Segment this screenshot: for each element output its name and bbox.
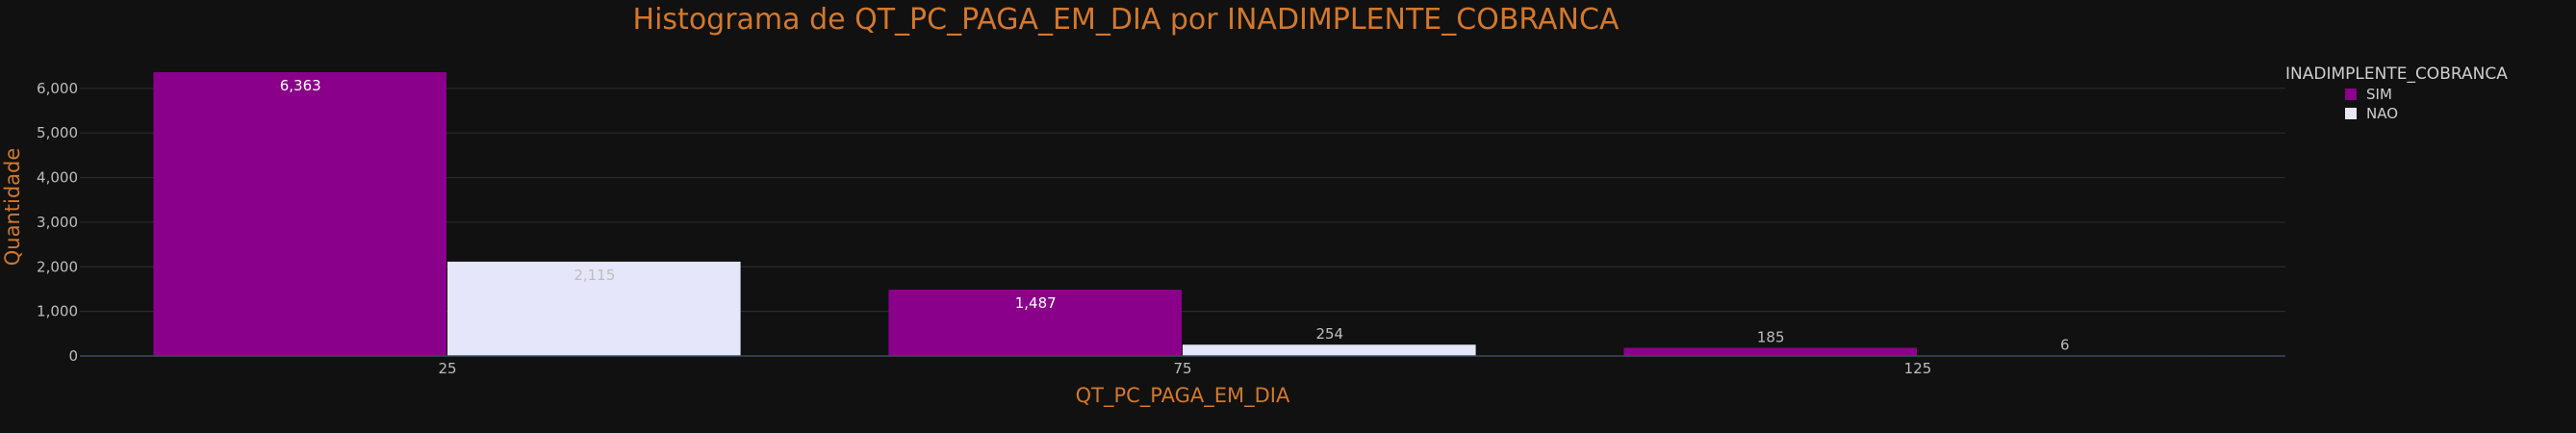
y-axis-title: Quantidade [1, 148, 24, 267]
legend-label-nao[interactable]: NAO [2366, 105, 2398, 122]
data-label: 2,115 [574, 267, 615, 284]
legend-swatch-sim[interactable] [2345, 89, 2357, 100]
data-label: 6,363 [280, 77, 321, 94]
bar-sim-25 [153, 72, 446, 356]
legend-items: SIM NAO [2345, 86, 2398, 122]
y-tick-label: 5,000 [37, 124, 78, 141]
x-tick-label: 25 [438, 360, 456, 377]
legend-label-sim[interactable]: SIM [2366, 86, 2392, 103]
y-tick-label: 1,000 [37, 303, 78, 320]
x-tick-label: 125 [1904, 360, 1932, 377]
data-label: 254 [1315, 325, 1343, 343]
bar-nao-75 [1183, 344, 1476, 356]
y-tick-label: 4,000 [37, 169, 78, 187]
data-label: 6 [2060, 337, 2070, 354]
bars [153, 72, 2211, 357]
data-label: 185 [1757, 328, 1785, 345]
legend-swatch-nao[interactable] [2345, 108, 2357, 119]
y-tick-label: 0 [68, 347, 78, 365]
legend-title: INADIMPLENTE_COBRANCA [2285, 64, 2508, 84]
y-tick-label: 6,000 [37, 80, 78, 97]
bar-nao-25 [447, 261, 741, 356]
x-axis-ticks: 25 75 125 [438, 360, 1931, 377]
x-axis-title: QT_PC_PAGA_EM_DIA [1076, 384, 1290, 408]
bar-sim-75 [888, 290, 1182, 356]
y-tick-label: 3,000 [37, 214, 78, 231]
legend: INADIMPLENTE_COBRANCA SIM NAO [2285, 64, 2508, 122]
x-tick-label: 75 [1173, 360, 1191, 377]
data-labels: 6,363 1,487 185 2,115 254 6 [280, 77, 2070, 354]
chart-title: Histograma de QT_PC_PAGA_EM_DIA por INAD… [633, 3, 1620, 37]
y-tick-label: 2,000 [37, 258, 78, 275]
y-axis-ticks: 0 1,000 2,000 3,000 4,000 5,000 6,000 [37, 80, 78, 365]
data-label: 1,487 [1015, 294, 1057, 312]
bar-sim-125 [1623, 347, 1917, 356]
